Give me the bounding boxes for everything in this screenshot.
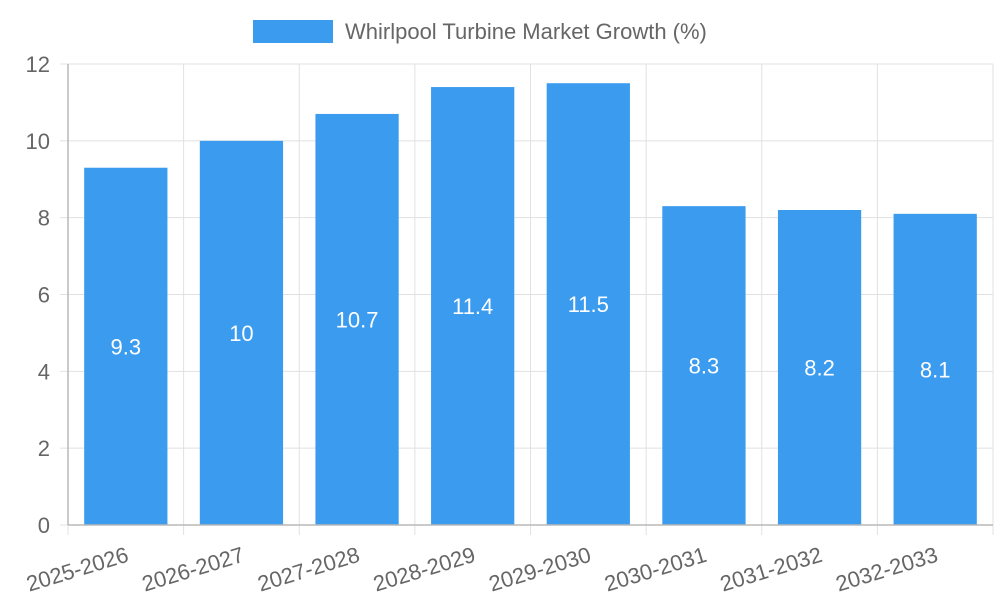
bar-value-label: 11.4: [452, 294, 493, 319]
x-tick-label: 2031-2032: [717, 542, 825, 597]
x-tick-label: 2029-2030: [486, 542, 594, 597]
y-tick-label: 6: [38, 283, 50, 308]
x-tick-label: 2025-2026: [23, 542, 131, 597]
x-tick-label: 2027-2028: [255, 542, 363, 597]
y-tick-label: 8: [38, 206, 50, 231]
bars: [84, 83, 977, 526]
y-tick-label: 10: [26, 129, 50, 154]
bar[interactable]: [777, 209, 862, 525]
legend[interactable]: Whirlpool Turbine Market Growth (%): [253, 19, 707, 44]
bar[interactable]: [431, 87, 515, 526]
bar[interactable]: [546, 83, 630, 525]
bar[interactable]: [84, 167, 168, 525]
y-tick-label: 12: [26, 52, 50, 77]
bar[interactable]: [662, 206, 746, 525]
y-tick-label: 4: [38, 359, 50, 384]
bar[interactable]: [893, 213, 977, 525]
legend-swatch: [253, 20, 333, 43]
bar[interactable]: [315, 113, 399, 526]
data-labels: 9.3 10 10.7 11.4 11.5 8.3 8.2 8.1: [111, 292, 951, 382]
bar-value-label: 9.3: [111, 334, 142, 359]
bar-value-label: 11.5: [568, 292, 609, 317]
bar-value-label: 10: [229, 321, 253, 346]
bar-value-label: 8.2: [804, 355, 835, 380]
legend-label: Whirlpool Turbine Market Growth (%): [345, 19, 707, 44]
bar-value-label: 10.7: [336, 307, 379, 332]
x-tick-label: 2026-2027: [139, 542, 247, 597]
x-tick-label: 2030-2031: [601, 542, 709, 597]
bar[interactable]: [199, 140, 284, 526]
x-tick-label: 2028-2029: [370, 542, 478, 597]
bar-value-label: 8.3: [689, 354, 720, 379]
y-tick-label: 0: [38, 513, 50, 538]
y-tick-label: 2: [38, 436, 50, 461]
bar-value-label: 8.1: [920, 357, 951, 382]
x-tick-label: 2032-2033: [833, 542, 941, 597]
